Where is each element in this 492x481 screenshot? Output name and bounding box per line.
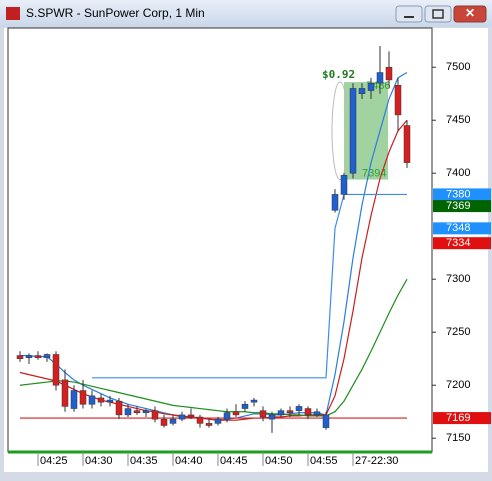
candle-body <box>106 399 114 403</box>
x-tick-label: 04:40 <box>175 455 203 467</box>
x-tick-label: 04:45 <box>220 455 248 467</box>
candle-body <box>187 414 195 418</box>
candle-body <box>160 418 168 426</box>
candle-body <box>331 194 339 211</box>
candle-body <box>340 175 348 195</box>
price-label: 7169 <box>446 412 470 424</box>
price-label-box <box>433 412 491 425</box>
candle-body <box>241 404 249 409</box>
y-tick-label: 7250 <box>446 326 470 338</box>
candle-body <box>151 410 159 420</box>
y-tick-label: 7150 <box>446 432 470 444</box>
x-tick-label: 04:25 <box>40 455 68 467</box>
candle-body <box>142 410 150 414</box>
price-label-box <box>433 188 491 201</box>
maximize-button[interactable] <box>424 5 452 23</box>
window-title: S.SPWR - SunPower Corp, 1 Min <box>26 6 205 20</box>
candle-body <box>214 418 222 424</box>
price-label-box <box>433 222 491 235</box>
candle-body <box>394 84 402 116</box>
candle-body <box>313 411 321 416</box>
candle-body <box>286 410 294 414</box>
close-icon: ✕ <box>465 6 475 20</box>
candle-body <box>277 410 285 416</box>
candle-body <box>124 408 132 416</box>
candle-body <box>34 355 42 358</box>
candle-body <box>70 390 78 409</box>
close-button[interactable] <box>453 5 487 23</box>
indicator-line <box>92 193 407 379</box>
candle-body <box>52 354 60 386</box>
y-tick-label: 7400 <box>446 167 470 179</box>
candle-body <box>223 412 231 420</box>
candle-body <box>16 355 24 359</box>
candle-body <box>79 390 87 405</box>
candle-body <box>385 66 393 81</box>
candle-body <box>349 88 357 174</box>
candle-body <box>133 410 141 414</box>
candle-body <box>178 414 186 420</box>
price-label: 7369 <box>446 200 470 212</box>
maximize-icon <box>432 9 444 19</box>
candle-body <box>205 423 213 426</box>
y-tick-label: 7200 <box>446 379 470 391</box>
candle-body <box>169 418 177 424</box>
x-tick-label: 04:30 <box>85 455 113 467</box>
candle-body <box>196 416 204 424</box>
candle-body <box>403 125 411 163</box>
candle-body <box>367 82 375 91</box>
x-tick-label: 04:50 <box>265 455 293 467</box>
candle-body <box>43 354 51 358</box>
candle-body <box>304 408 312 416</box>
y-tick-label: 7500 <box>446 61 470 73</box>
annotation-label: $0.92 <box>322 68 355 81</box>
price-label-box <box>433 200 491 213</box>
candle-body <box>115 400 123 416</box>
candle-body <box>376 72 384 84</box>
plot-area <box>7 27 433 453</box>
candle-body <box>25 355 33 358</box>
candle-body <box>232 411 240 416</box>
price-label: 7334 <box>446 237 470 249</box>
indicator-line <box>19 278 408 417</box>
x-tick-label: 27-22:30 <box>355 455 398 467</box>
price-label: 7380 <box>446 188 470 200</box>
y-tick-label: 7450 <box>446 114 470 126</box>
candle-body <box>295 406 303 411</box>
candle-body <box>322 414 330 428</box>
minimize-button[interactable] <box>395 5 423 23</box>
candle-body <box>97 397 105 403</box>
price-label: 7348 <box>446 222 470 234</box>
candle-body <box>250 399 258 403</box>
candle-body <box>358 88 366 94</box>
candle-body <box>88 395 96 405</box>
y-tick-label: 7300 <box>446 273 470 285</box>
app-icon <box>6 7 20 20</box>
annotation-ellipse <box>331 81 349 181</box>
price-label-box <box>433 237 491 250</box>
x-tick-label: 04:35 <box>130 455 158 467</box>
candle-body <box>268 414 276 420</box>
x-tick-label: 04:55 <box>310 455 338 467</box>
candle-body <box>61 379 69 407</box>
candle-body <box>259 410 267 418</box>
